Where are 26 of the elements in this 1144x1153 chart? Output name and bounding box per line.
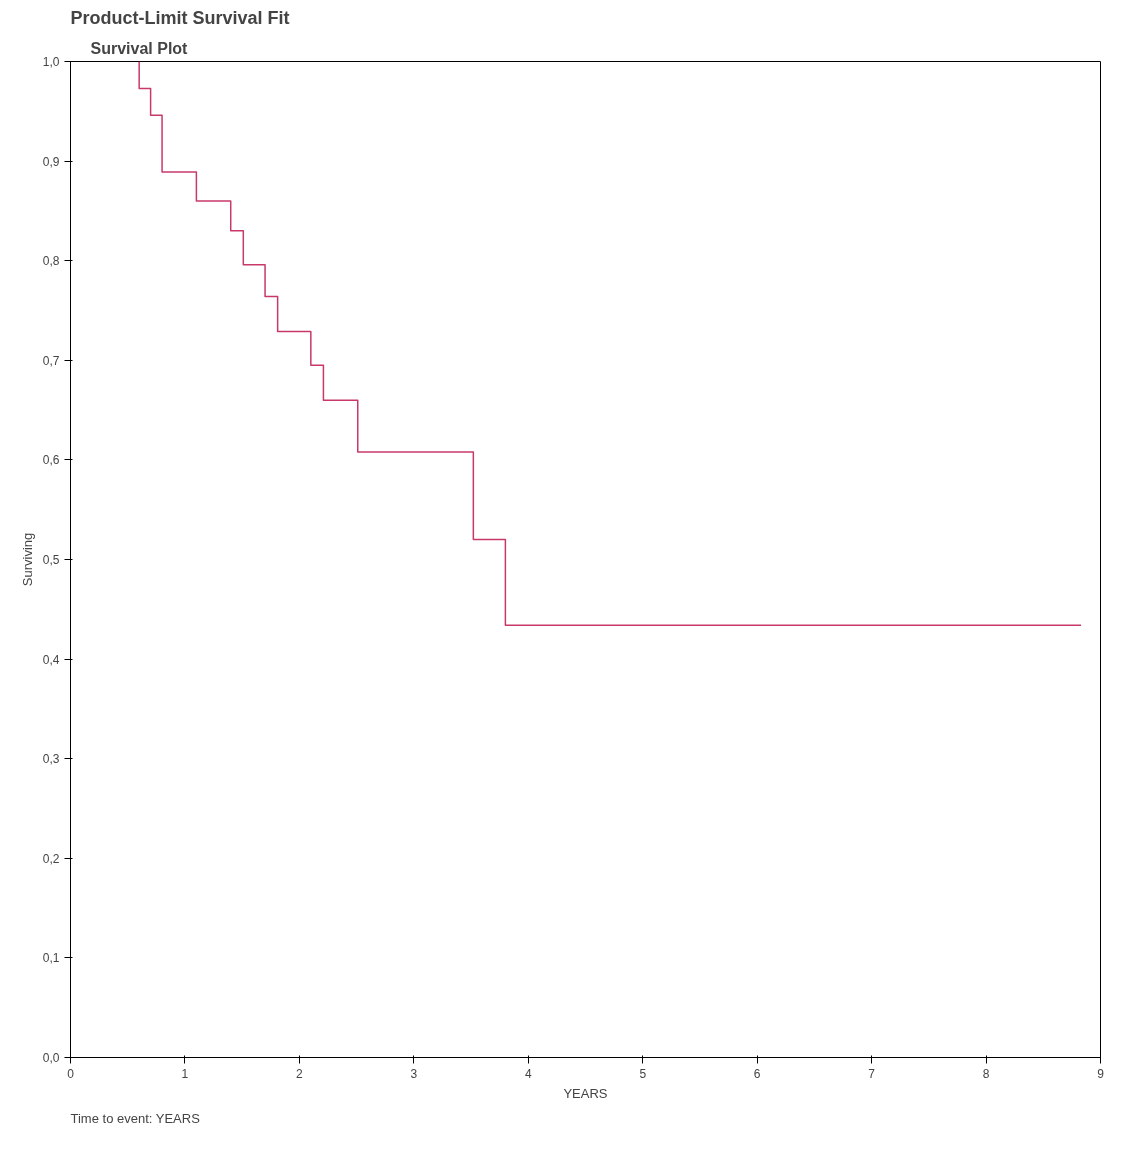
y-tick-label: 0,9 [42, 154, 60, 169]
chart-subtitle: Survival Plot [90, 39, 189, 57]
y-tick-label: 0,0 [42, 1051, 60, 1065]
x-tick-label: 0 [67, 1066, 75, 1081]
y-tick-label: 0,1 [42, 951, 60, 966]
y-tick-label: 0,5 [42, 553, 60, 567]
y-tick-label: 0,8 [42, 254, 60, 269]
x-tick-label: 5 [639, 1066, 647, 1081]
x-tick-label: 4 [524, 1066, 532, 1081]
x-tick-label: 3 [410, 1066, 418, 1081]
x-tick-label: 8 [982, 1066, 990, 1081]
y-axis-title: Surviving [19, 532, 35, 587]
chart-title: Product-Limit Survival Fit [70, 7, 290, 28]
y-tick-label: 0,2 [42, 851, 60, 866]
x-axis-title: YEARS [563, 1085, 608, 1101]
x-tick-label: 6 [753, 1066, 761, 1081]
y-tick-label: 0,6 [42, 453, 60, 468]
x-tick-label: 7 [868, 1066, 876, 1081]
text: Time to event: YEARS [70, 1110, 201, 1126]
x-tick-label: 2 [296, 1066, 304, 1081]
x-tick-label: 1 [181, 1066, 189, 1081]
y-tick-label: 0,7 [42, 353, 60, 368]
y-tick-label: 0,3 [42, 752, 60, 767]
y-tick-label: 1,0 [42, 55, 60, 69]
x-tick-label: 9 [1097, 1066, 1105, 1081]
y-tick-label: 0,4 [42, 652, 60, 667]
